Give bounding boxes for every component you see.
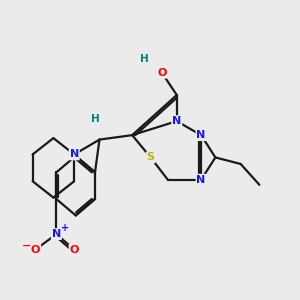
Text: N: N (196, 130, 206, 140)
Text: −: − (22, 241, 31, 251)
Text: O: O (157, 68, 167, 78)
Text: N: N (52, 229, 61, 239)
Text: O: O (31, 244, 40, 255)
Text: H: H (140, 54, 148, 64)
Text: S: S (147, 152, 154, 162)
Text: N: N (196, 175, 206, 185)
Text: H: H (91, 114, 99, 124)
Text: N: N (70, 149, 79, 160)
Text: N: N (172, 116, 182, 126)
Text: +: + (61, 223, 69, 233)
Text: O: O (70, 244, 79, 255)
